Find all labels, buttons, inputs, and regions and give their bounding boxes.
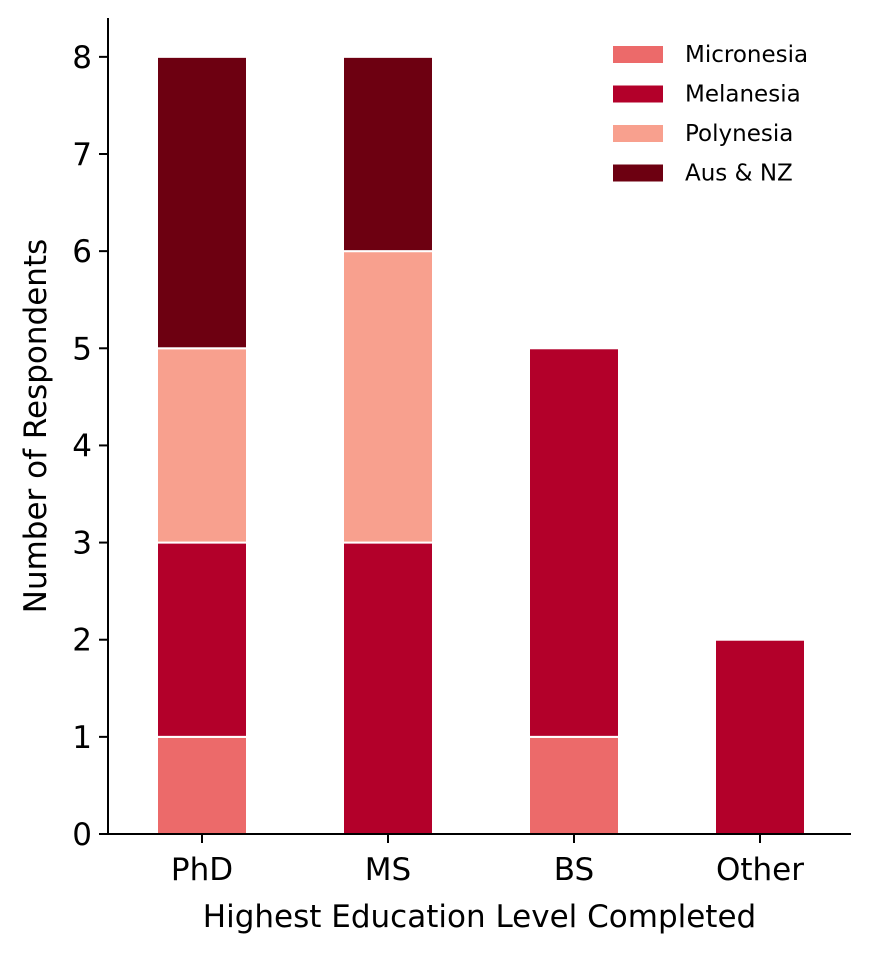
x-tick-label: Other	[716, 852, 804, 888]
x-axis-title: Highest Education Level Completed	[203, 899, 756, 935]
y-tick-label: 8	[72, 40, 92, 76]
legend-swatch	[613, 85, 663, 103]
bar-segment	[156, 55, 248, 350]
x-tick-label: PhD	[171, 852, 233, 888]
legend: Micronesia Melanesia Polynesia Aus & NZ	[613, 42, 808, 187]
bar-segment	[342, 541, 434, 835]
y-ticks: 0 1 2 3 4 5 6 7 8	[72, 40, 108, 853]
bar-segment	[342, 250, 434, 544]
y-tick-label: 5	[72, 331, 92, 367]
y-tick-label: 3	[72, 526, 92, 562]
legend-swatch	[613, 164, 663, 182]
y-tick-label: 1	[72, 720, 92, 756]
y-tick-label: 6	[72, 234, 92, 270]
bar-segment	[156, 735, 248, 835]
bar-segment	[714, 638, 806, 836]
y-tick-label: 0	[72, 817, 92, 853]
bar-segment	[156, 541, 248, 738]
y-tick-label: 4	[72, 428, 92, 464]
bar-segment	[156, 347, 248, 544]
legend-label: Polynesia	[685, 121, 793, 147]
x-tick-label: MS	[365, 852, 411, 888]
y-axis-title: Number of Respondents	[18, 239, 54, 613]
x-ticks: PhD MS BS Other	[171, 834, 804, 888]
legend-label: Aus & NZ	[685, 161, 793, 187]
y-tick-label: 7	[72, 137, 92, 173]
legend-swatch	[613, 125, 663, 142]
bars-layer	[156, 55, 806, 836]
bar-segment	[342, 55, 434, 253]
y-tick-label: 2	[72, 623, 92, 659]
legend-label: Melanesia	[685, 82, 801, 108]
bar-segment	[528, 347, 620, 738]
legend-swatch	[613, 46, 663, 63]
bar-segment	[528, 735, 620, 835]
legend-label: Micronesia	[685, 42, 808, 68]
x-tick-label: BS	[554, 852, 594, 888]
